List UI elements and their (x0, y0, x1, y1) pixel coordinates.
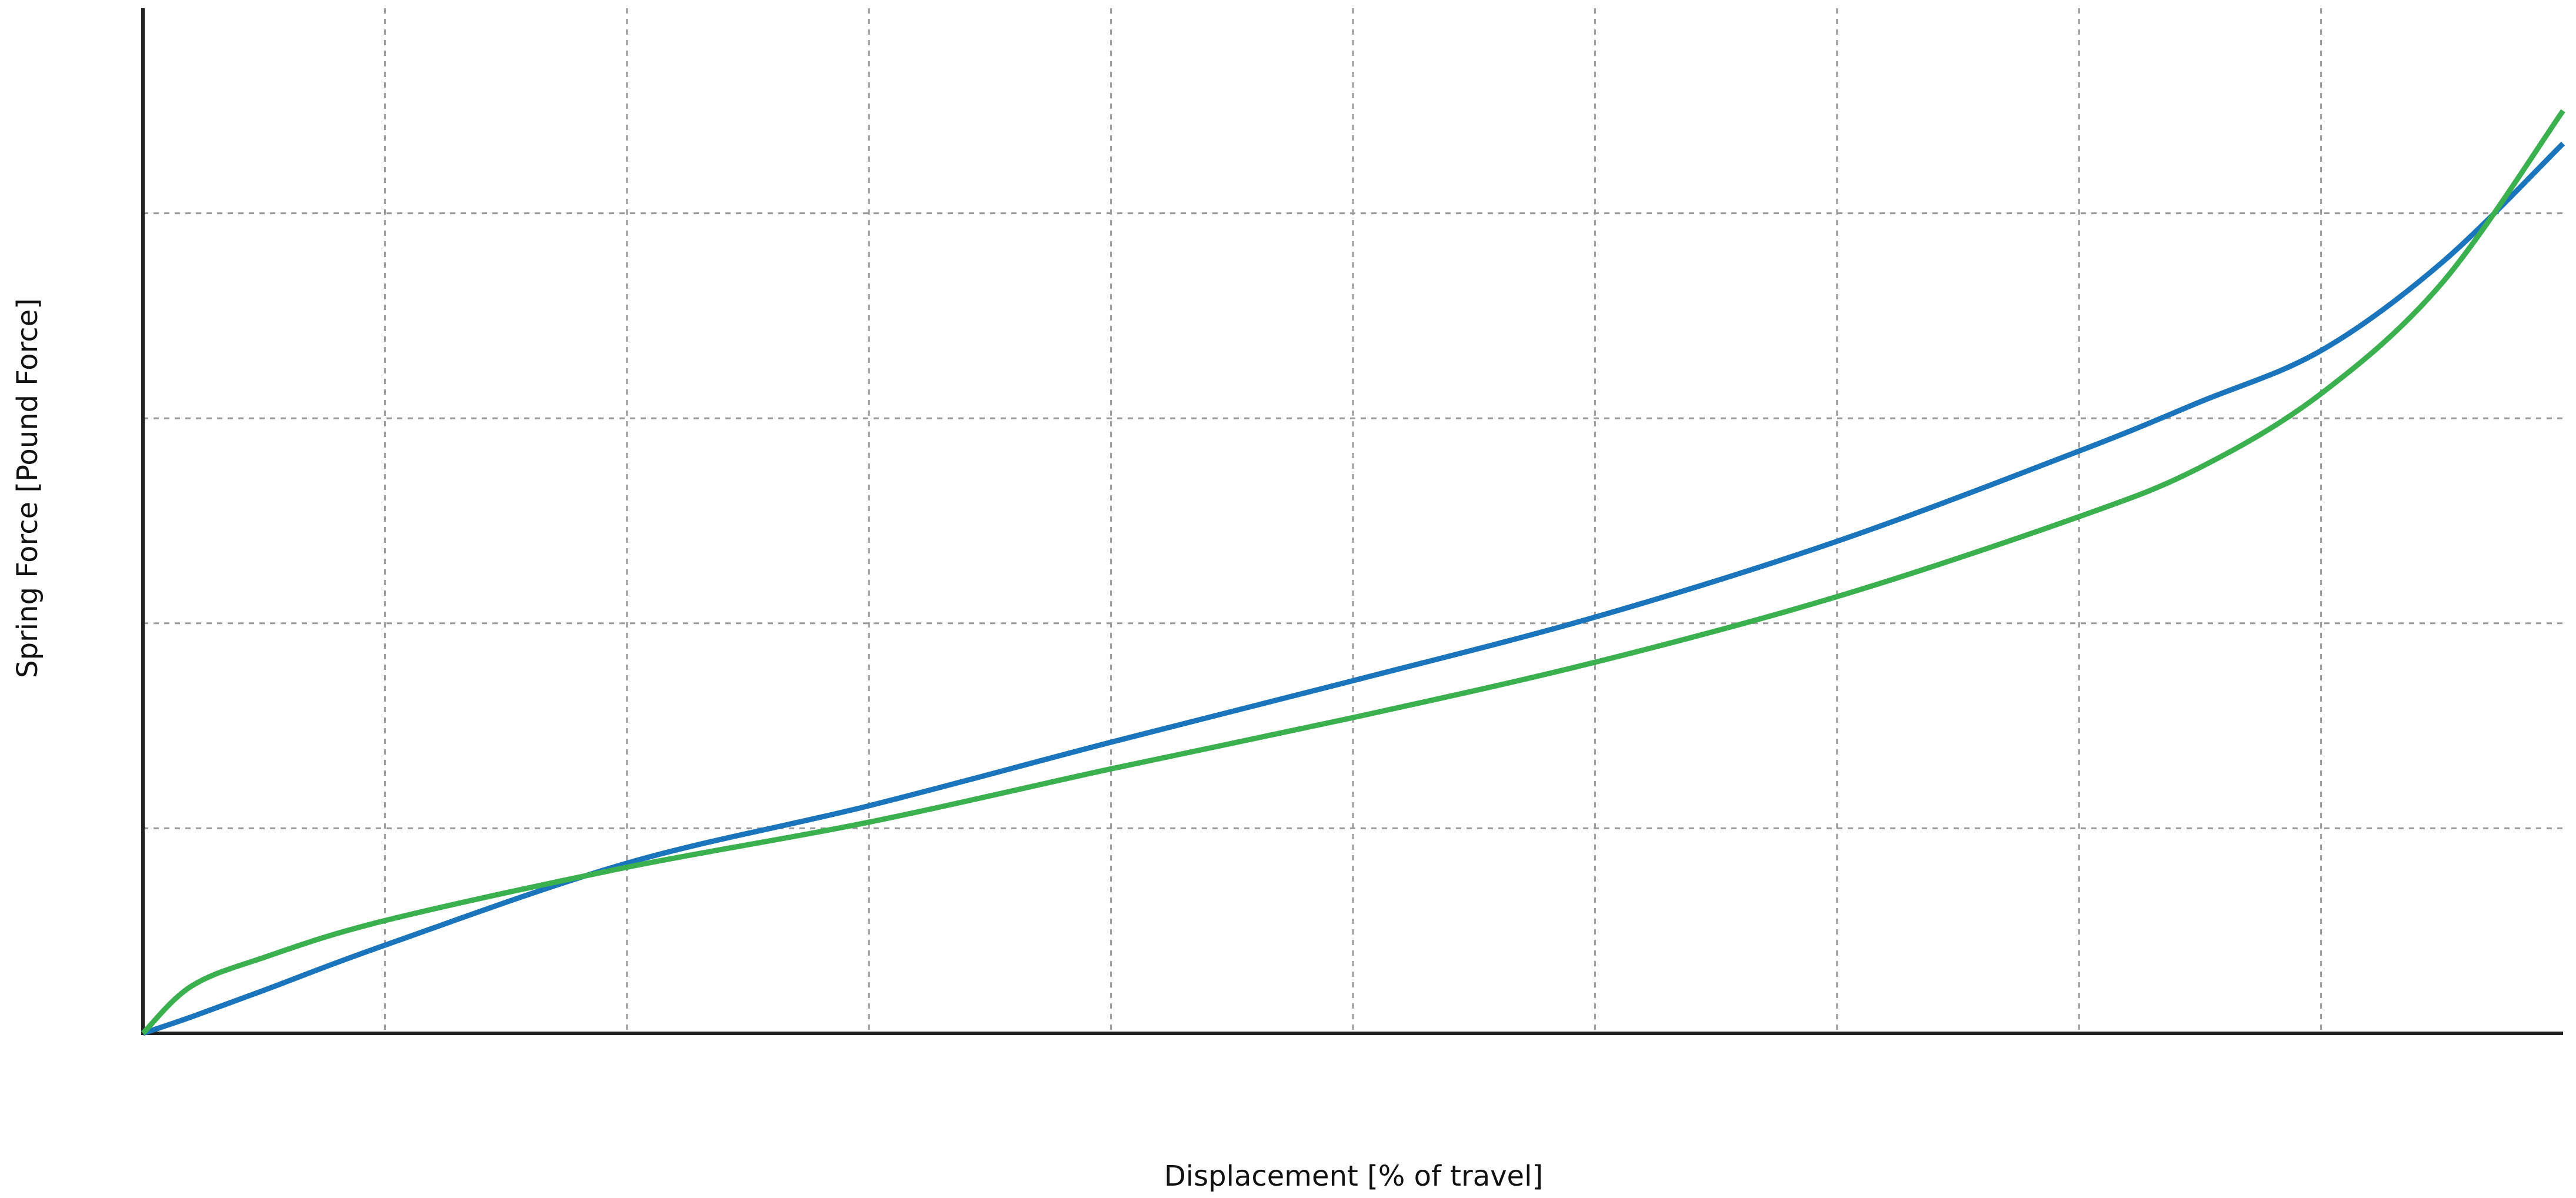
x-axis-label: Displacement [% of travel] (1164, 1160, 1543, 1193)
y-axis-label: Spring Force [Pound Force] (11, 298, 44, 678)
series-line (141, 109, 2565, 1036)
series-line (142, 141, 2565, 1036)
